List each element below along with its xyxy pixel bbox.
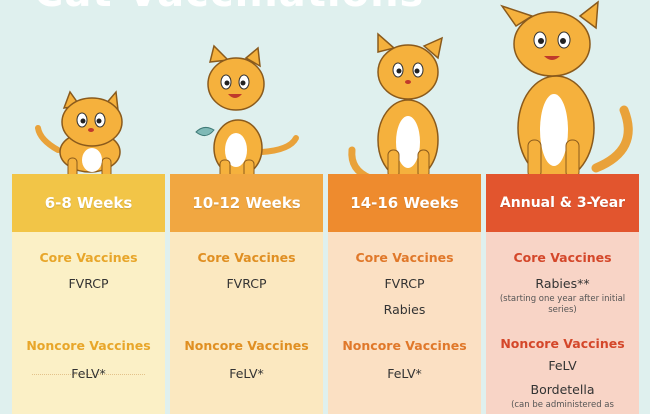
column-heading: 10-12 Weeks <box>170 174 323 232</box>
vaccine-item: FVRCP <box>226 276 267 291</box>
rabies-note: (starting one year after initial series) <box>499 294 626 315</box>
cat-illustrations <box>35 0 633 182</box>
vaccine-item: FVRCP <box>68 276 109 291</box>
core-vaccines-label: Core Vaccines <box>355 250 454 265</box>
column-heading: 6-8 Weeks <box>12 174 165 232</box>
page-title: Cat Vaccinations <box>34 0 424 16</box>
column-annual-3-year: Annual & 3-Year Core Vaccines Rabies** (… <box>486 174 639 414</box>
kitten-6-8-weeks-illustration <box>35 90 123 179</box>
noncore-vaccines-label: Noncore Vaccines <box>26 338 151 353</box>
vaccine-item: FeLV <box>548 358 577 373</box>
column-14-16-weeks: 14-16 Weeks Core Vaccines FVRCP Rabies N… <box>328 174 481 414</box>
column-6-8-weeks: 6-8 Weeks Core Vaccines FVRCP Noncore Va… <box>12 174 165 414</box>
divider <box>32 374 145 375</box>
bordetella-note: (can be administered as <box>511 400 614 410</box>
core-vaccines-label: Core Vaccines <box>39 250 138 265</box>
adult-cat-illustration <box>500 0 633 181</box>
column-heading: Annual & 3-Year <box>486 174 639 232</box>
vaccine-item: FeLV* <box>71 366 106 381</box>
noncore-vaccines-label: Noncore Vaccines <box>184 338 309 353</box>
noncore-vaccines-label: Noncore Vaccines <box>342 338 467 353</box>
vaccine-item: Rabies** <box>535 276 590 291</box>
cat-14-16-weeks-illustration <box>348 32 444 182</box>
vaccine-item: FVRCP <box>384 276 425 291</box>
kitten-10-12-weeks-illustration <box>195 44 299 181</box>
core-vaccines-label: Core Vaccines <box>513 250 612 265</box>
vaccine-item: FeLV* <box>229 366 264 381</box>
column-10-12-weeks: 10-12 Weeks Core Vaccines FVRCP Noncore … <box>170 174 323 414</box>
vaccine-item: Rabies <box>383 302 426 317</box>
noncore-vaccines-label: Noncore Vaccines <box>500 336 625 351</box>
column-heading: 14-16 Weeks <box>328 174 481 232</box>
core-vaccines-label: Core Vaccines <box>197 250 296 265</box>
vaccine-item: FeLV* <box>387 366 422 381</box>
vaccine-item: Bordetella <box>530 382 595 397</box>
